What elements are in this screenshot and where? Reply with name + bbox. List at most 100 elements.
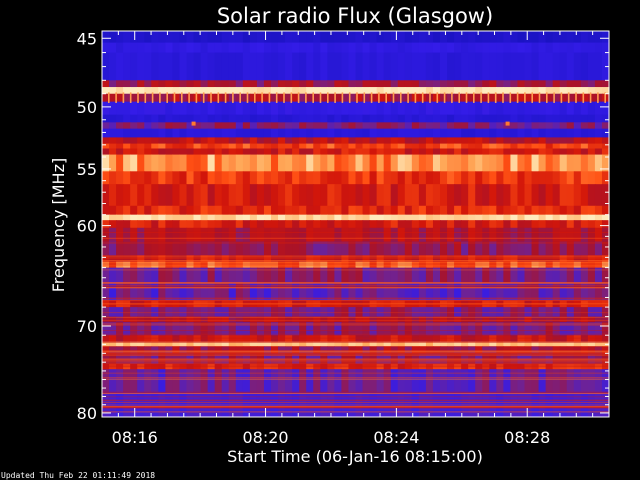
spectrum-cell: [447, 335, 455, 343]
spectrum-cell: [538, 282, 547, 301]
spectrum-cell: [249, 261, 258, 269]
spectrum-cell: [355, 114, 364, 123]
spectrum-cell: [475, 128, 483, 138]
pulse-mark: [436, 92, 439, 103]
spectrum-cell: [425, 369, 434, 393]
y-tick-label: 45: [77, 29, 97, 48]
spectrum-cell: [432, 101, 441, 116]
spectrum-cell: [228, 346, 237, 354]
spectrum-cell: [348, 282, 357, 301]
spectrum-cell: [524, 220, 533, 229]
spectrum-cell: [235, 255, 244, 262]
spectrum-cell: [200, 42, 209, 53]
spectrum-cell: [355, 346, 364, 354]
spectrum-cell: [116, 241, 124, 256]
striation-line: [102, 333, 609, 335]
spectrum-cell: [503, 227, 512, 243]
spectrum-cell: [432, 184, 441, 207]
spectrum-cell: [137, 322, 145, 336]
spectrum-cell: [327, 255, 335, 262]
spectrum-cell: [256, 128, 265, 138]
spectrum-cell: [116, 335, 124, 343]
spectrum-cell: [566, 316, 575, 323]
spectrum-cell: [510, 307, 519, 318]
spectrum-cell: [102, 114, 110, 123]
spectrum-cell: [489, 93, 497, 103]
spectrum-cell: [517, 143, 526, 149]
spectrum-cell: [454, 392, 462, 418]
spectrum-cell: [489, 114, 497, 123]
spectrum-cell: [454, 322, 462, 336]
spectrum-cell: [482, 316, 490, 323]
spectrum-cell: [383, 322, 392, 336]
spectrum-cell: [179, 31, 188, 43]
spectrum-cell: [440, 184, 448, 207]
spectrum-cell: [285, 369, 293, 393]
spectrum-cell: [538, 205, 547, 216]
spectrum-cell: [256, 205, 265, 216]
spectrum-cell: [263, 171, 272, 185]
striation-line: [102, 324, 609, 326]
spectrum-cell: [552, 128, 561, 138]
spectrum-cell: [249, 171, 258, 185]
spectrum-cell: [256, 316, 265, 323]
spectrum-cell: [425, 80, 434, 88]
spectrum-cell: [285, 87, 293, 95]
spectrum-cell: [327, 93, 335, 103]
spectrum-cell: [411, 101, 420, 116]
spectrum-cell: [531, 220, 540, 229]
spectrum-cell: [411, 220, 420, 229]
spectrum-cell: [461, 214, 469, 221]
spectrum-cell: [235, 282, 244, 301]
spectrum-cell: [552, 93, 561, 103]
spectrum-cell: [489, 80, 497, 88]
spectrum-cell: [186, 148, 195, 155]
spectrum-cell: [390, 154, 399, 172]
spectrum-cell: [496, 214, 504, 221]
spectrum-cell: [193, 42, 202, 53]
spectrum-cell: [193, 52, 202, 81]
spectrum-cell: [475, 93, 483, 103]
spectrum-cell: [320, 335, 328, 343]
spectrum-cell: [566, 220, 575, 229]
spectrum-cell: [200, 335, 209, 343]
spectrum-cell: [601, 137, 610, 144]
spectrum-band: [102, 128, 610, 138]
spectrum-cell: [165, 335, 174, 343]
spectrum-cell: [172, 42, 181, 53]
spectrum-cell: [221, 31, 230, 43]
spectrum-cell: [517, 205, 526, 216]
spectrum-cell: [376, 184, 385, 207]
spectrum-cell: [158, 369, 166, 393]
spectrum-cell: [418, 220, 427, 229]
spectrum-cell: [531, 122, 540, 130]
spectrum-cell: [249, 282, 258, 301]
spectrum-cell: [130, 184, 138, 207]
spectrum-cell: [503, 101, 512, 116]
spectrum-cell: [503, 52, 512, 81]
spectrum-cell: [228, 171, 237, 185]
pulse-mark: [378, 92, 380, 103]
spectrum-cell: [601, 114, 610, 123]
spectrum-cell: [369, 241, 378, 256]
spectrum-cell: [334, 93, 343, 103]
spectrum-cell: [207, 369, 216, 393]
spectrum-cell: [489, 128, 497, 138]
spectrum-cell: [404, 282, 413, 301]
spectrum-cell: [285, 346, 293, 354]
spectrum-cell: [383, 93, 392, 103]
spectrum-cell: [116, 154, 124, 172]
spectrum-cell: [440, 154, 448, 172]
spectrum-cell: [278, 114, 286, 123]
spectrum-cell: [200, 80, 209, 88]
spectrum-cell: [137, 171, 145, 185]
spectrum-cell: [594, 341, 603, 347]
spectrum-cell: [221, 80, 230, 88]
spectrum-cell: [228, 220, 237, 229]
spectrum-cell: [221, 171, 230, 185]
spectrum-cell: [200, 148, 209, 155]
spectrum-cell: [411, 148, 420, 155]
spectrum-cell: [552, 42, 561, 53]
spectrum-cell: [538, 31, 547, 43]
